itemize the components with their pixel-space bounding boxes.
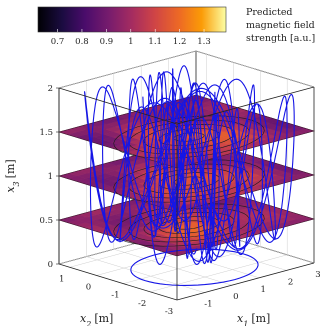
x3-tick-label: 0 <box>48 260 53 270</box>
contour-line <box>143 167 235 195</box>
colorbar-title-line-2: magnetic field <box>246 20 315 31</box>
box-edge <box>58 263 178 301</box>
colorbar-title-line-3: strength [a.u.] <box>246 33 315 44</box>
colorbar-gradient <box>37 6 227 33</box>
x2-tick-label: 0 <box>86 283 91 293</box>
x2-tick-label: -2 <box>138 299 146 309</box>
colorbar-title-line-1: Predicted <box>246 7 293 18</box>
colorbar-tick-label: 1.1 <box>148 37 162 47</box>
trajectory <box>84 65 295 286</box>
x3-tick-label: 0.5 <box>39 216 53 226</box>
x3-axis-label: x3[m] <box>4 159 21 192</box>
grid-line <box>195 50 315 88</box>
colorbar-tick-label: 0.8 <box>75 37 89 47</box>
x2-tick-label: 1 <box>59 274 64 284</box>
x3-tick-label: 2 <box>48 84 53 94</box>
trajectory-path <box>84 65 295 266</box>
box-edge <box>176 262 315 301</box>
colorbar: 0.7 0.8 0.9 1 1.1 1.2 1.3 Predicted magnetic f… <box>37 6 315 47</box>
trajectory-ground-loop <box>130 248 259 286</box>
contour-line <box>128 119 250 155</box>
grid-line <box>113 248 232 286</box>
colorbar-ticks: 0.7 0.8 0.9 1 1.1 1.2 1.3 <box>51 29 211 47</box>
x3-tick-label: 1.5 <box>39 128 53 138</box>
box-edge <box>58 87 178 125</box>
x3-tick-label: 1 <box>48 172 53 182</box>
colorbar-tick-label: 0.7 <box>51 37 65 47</box>
colorbar-tick-label: 1.3 <box>197 37 211 47</box>
front-edges <box>58 86 315 301</box>
x1-tick-label: 1 <box>260 285 265 295</box>
x1-tick-label: -1 <box>204 300 212 310</box>
box-edge <box>176 86 315 125</box>
x2-tick-label: -3 <box>165 307 173 317</box>
x1-axis-label: x1 [m] <box>237 312 270 326</box>
x1-tick-label: 2 <box>288 277 293 287</box>
grid-line <box>58 50 197 89</box>
x2-axis-label: x2 [m] <box>80 312 113 326</box>
grid-line <box>150 254 288 293</box>
grid-line <box>86 256 205 293</box>
x1-tick-label: 3 <box>315 270 320 280</box>
x1-tick-label: 0 <box>233 292 238 302</box>
colorbar-tick-label: 1 <box>128 37 133 47</box>
colorbar-tick-label: 1.2 <box>173 37 187 47</box>
colorbar-tick-label: 0.9 <box>100 37 114 47</box>
x2-tick-label: -1 <box>111 291 119 301</box>
